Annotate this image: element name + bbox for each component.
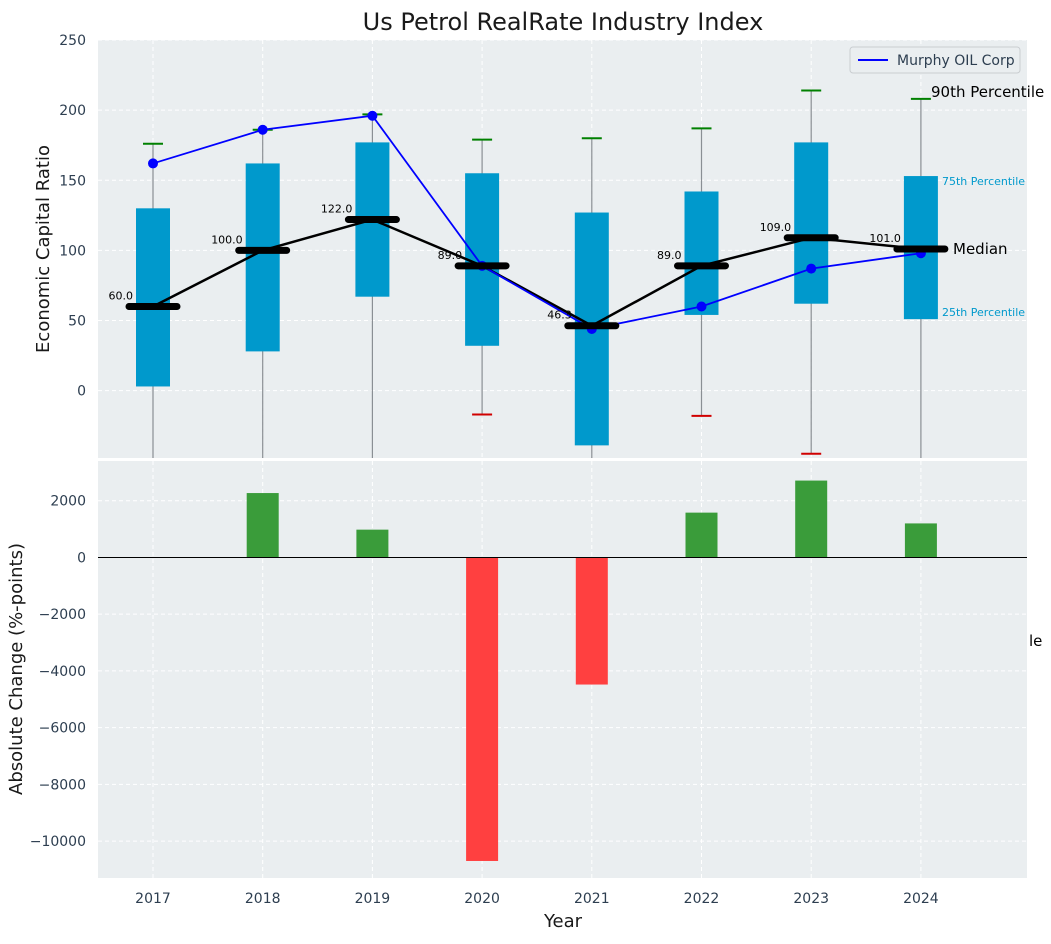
median-value-label: 89.0 xyxy=(657,249,682,262)
murphy-point-2022 xyxy=(696,301,707,312)
annotation-75th-percentile: 75th Percentile xyxy=(942,175,1025,188)
bottom-y-tick-label: −4000 xyxy=(39,664,86,680)
top-y-tick-label: 150 xyxy=(59,173,86,189)
stray-text: le xyxy=(1029,632,1042,650)
x-axis-label: Year xyxy=(543,911,583,932)
top-y-tick-label: 200 xyxy=(59,103,86,119)
top-panel-marks: 60.0 100.0 122.0 89.0 46.3 89.0 109.0 101.0 xyxy=(109,89,949,458)
x-tick-label: 2017 xyxy=(135,891,171,907)
bottom-y-axis-label: Absolute Change (%-points) xyxy=(6,543,27,795)
change-bar-2021 xyxy=(575,557,608,685)
legend-box xyxy=(849,46,1021,74)
median-value-label: 122.0 xyxy=(321,203,353,216)
change-bar-2019 xyxy=(356,529,389,558)
x-tick-label: 2023 xyxy=(793,891,829,907)
x-tick-label: 2020 xyxy=(464,891,500,907)
change-bar-2024 xyxy=(904,523,937,558)
change-bar-2020 xyxy=(466,557,499,861)
change-bar-2022 xyxy=(685,512,718,558)
bottom-panel-marks xyxy=(98,480,1027,861)
median-line xyxy=(152,218,922,328)
x-tick-label: 2021 xyxy=(574,891,610,907)
bottom-y-tick-label: −6000 xyxy=(39,721,86,737)
annotation-90th-percentile: 90th Percentile xyxy=(931,83,1044,101)
bottom-y-tick-labels: 2000 0 −2000 −4000 −6000 −8000 −10000 xyxy=(30,494,86,850)
bottom-y-tick-label: −2000 xyxy=(39,607,86,623)
median-value-label: 60.0 xyxy=(109,290,134,303)
murphy-point-2018 xyxy=(257,124,268,135)
annotation-median: Median xyxy=(953,240,1008,258)
box-2022 xyxy=(684,191,719,315)
top-y-tick-label: 250 xyxy=(59,33,86,49)
top-y-tick-labels: 0 50 100 150 200 250 xyxy=(59,33,86,400)
median-value-label: 46.3 xyxy=(547,309,572,322)
bottom-y-tick-label: −10000 xyxy=(30,834,86,850)
murphy-series-line xyxy=(152,114,922,330)
box-2023 xyxy=(794,142,829,304)
chart-title: Us Petrol RealRate Industry Index xyxy=(363,8,764,36)
median-value-label: 89.0 xyxy=(438,249,463,262)
murphy-point-2019 xyxy=(367,110,378,121)
bottom-y-tick-label: −8000 xyxy=(39,777,86,793)
bottom-y-tick-label: 0 xyxy=(77,550,86,566)
top-y-tick-label: 100 xyxy=(59,243,86,259)
box-2017 xyxy=(136,208,170,387)
x-tick-label: 2024 xyxy=(903,891,939,907)
top-y-tick-label: 0 xyxy=(77,384,86,400)
bottom-y-tick-label: 2000 xyxy=(50,494,86,510)
murphy-point-2023 xyxy=(806,263,817,274)
murphy-point-2017 xyxy=(148,158,158,169)
median-value-label: 101.0 xyxy=(869,232,901,245)
x-tick-label: 2022 xyxy=(684,891,720,907)
median-value-label: 100.0 xyxy=(211,233,243,246)
change-bar-2018 xyxy=(246,493,279,558)
x-tick-labels: 2017 2018 2019 2020 2021 2022 2023 2024 xyxy=(135,891,939,907)
x-tick-label: 2019 xyxy=(355,891,391,907)
legend-label-murphy: Murphy OIL Corp xyxy=(897,53,1015,69)
median-value-label: 109.0 xyxy=(760,221,792,234)
x-tick-label: 2018 xyxy=(245,891,281,907)
top-y-tick-label: 50 xyxy=(68,314,86,330)
top-y-axis-label: Economic Capital Ratio xyxy=(33,145,54,353)
bottom-panel-background xyxy=(98,461,1027,878)
change-bar-2023 xyxy=(795,480,828,558)
annotation-25th-percentile: 25th Percentile xyxy=(942,306,1025,319)
box-2020 xyxy=(465,173,500,346)
legend: Murphy OIL Corp xyxy=(849,46,1021,74)
